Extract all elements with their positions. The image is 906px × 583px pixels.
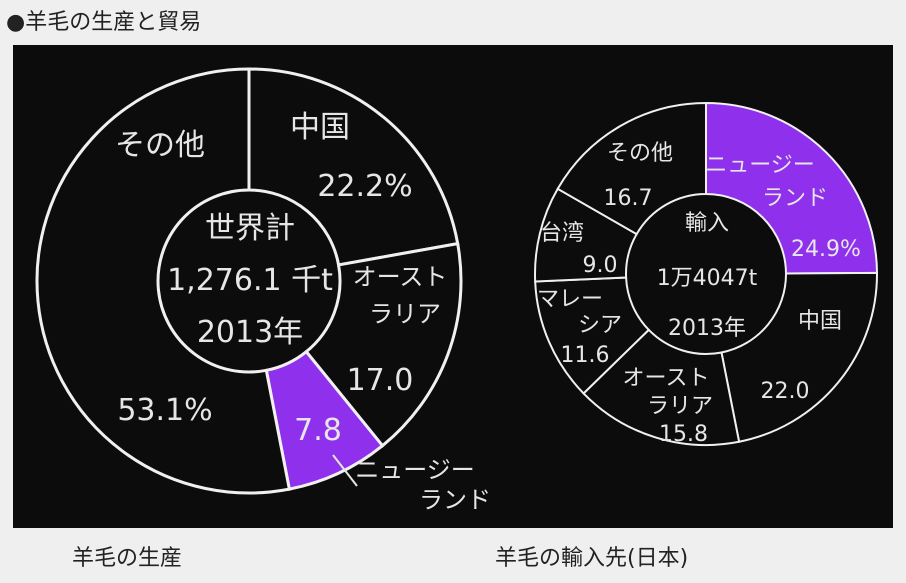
production-label-nz-1: ニュージー — [355, 456, 475, 484]
production-value-australia: 17.0 — [347, 363, 414, 398]
donut-slice — [35, 67, 292, 495]
import-value-others: 16.7 — [604, 186, 653, 211]
import-label-taiwan: 台湾 — [540, 221, 584, 246]
import-value-nz: 24.9% — [791, 237, 861, 262]
donut-slice — [582, 328, 741, 446]
production-label-australia-2: ラリア — [369, 300, 441, 328]
import-value-taiwan: 9.0 — [583, 253, 618, 278]
production-caption: 羊毛の生産 — [72, 546, 183, 571]
production-value-nz: 7.8 — [294, 413, 342, 448]
production-label-china: 中国 — [290, 110, 350, 145]
import-caption: 羊毛の輸入先(日本) — [495, 546, 689, 571]
production-label-others: その他 — [115, 128, 205, 163]
import-label-nz-1: ニュージー — [705, 153, 815, 178]
import-value-malaysia: 11.6 — [561, 343, 610, 368]
import-label-malaysia-1: マレー — [537, 287, 603, 312]
production-label-nz-2: ランド — [419, 486, 491, 514]
import-label-china: 中国 — [798, 309, 842, 334]
nz-leader-line — [332, 454, 358, 487]
production-donut — [35, 67, 463, 495]
import-center-year: 2013年 — [668, 316, 746, 341]
donut-slice — [304, 241, 463, 448]
import-center-title: 輸入 — [685, 211, 729, 236]
production-center-year: 2013年 — [197, 315, 303, 350]
import-value-china: 22.0 — [761, 379, 810, 404]
production-center-title: 世界計 — [205, 211, 295, 246]
donut-slice — [705, 101, 879, 275]
donut-slice — [720, 271, 878, 443]
figure-title: ●羊毛の生産と貿易 — [6, 10, 202, 35]
donut-slice — [247, 67, 460, 267]
import-label-malaysia-2: シア — [578, 313, 622, 338]
import-label-australia-1: オースト — [623, 366, 710, 391]
production-value-others: 53.1% — [117, 393, 212, 428]
import-label-others: その他 — [607, 141, 673, 166]
import-label-nz-2: ランド — [762, 186, 828, 211]
import-value-australia: 15.8 — [659, 422, 708, 447]
production-center-total: 1,276.1 千t — [167, 263, 333, 298]
import-label-australia-2: ラリア — [647, 394, 713, 419]
production-label-australia-1: オースト — [353, 263, 448, 291]
import-center-total: 1万4047t — [657, 266, 758, 291]
import-donut — [534, 101, 879, 446]
donut-slice — [556, 101, 707, 236]
production-value-china: 22.2% — [317, 169, 412, 204]
